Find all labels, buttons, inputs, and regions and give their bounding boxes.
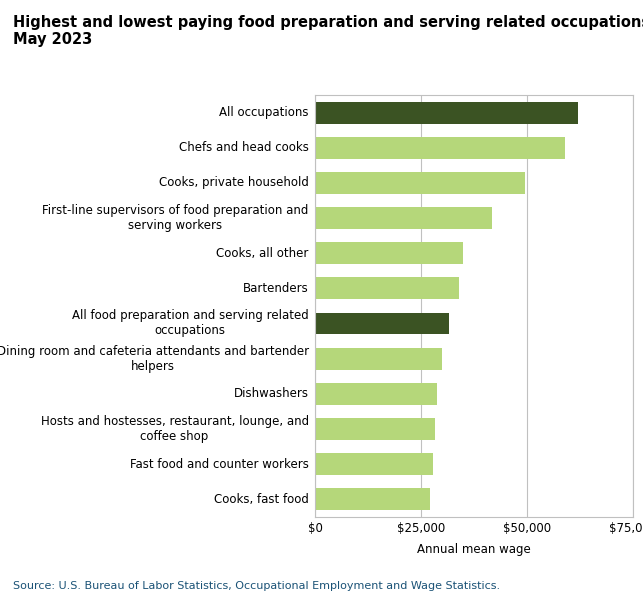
X-axis label: Annual mean wage: Annual mean wage xyxy=(417,543,531,556)
Bar xyxy=(315,347,442,369)
Bar xyxy=(315,172,525,194)
Bar xyxy=(315,312,449,334)
Bar xyxy=(315,418,435,440)
Text: Cooks, private household: Cooks, private household xyxy=(159,176,309,189)
Bar xyxy=(315,137,565,159)
Bar xyxy=(315,383,437,405)
Text: All food preparation and serving related
occupations: All food preparation and serving related… xyxy=(72,309,309,337)
Text: Bartenders: Bartenders xyxy=(243,282,309,295)
Bar xyxy=(315,242,463,264)
Bar xyxy=(315,207,493,229)
Text: All occupations: All occupations xyxy=(219,106,309,119)
Text: Highest and lowest paying food preparation and serving related occupations,
May : Highest and lowest paying food preparati… xyxy=(13,15,643,48)
Text: First-line supervisors of food preparation and
serving workers: First-line supervisors of food preparati… xyxy=(42,204,309,232)
Text: Chefs and head cooks: Chefs and head cooks xyxy=(179,141,309,154)
Text: Cooks, fast food: Cooks, fast food xyxy=(213,492,309,505)
Text: Dining room and cafeteria attendants and bartender
helpers: Dining room and cafeteria attendants and… xyxy=(0,345,309,372)
Text: Source: U.S. Bureau of Labor Statistics, Occupational Employment and Wage Statis: Source: U.S. Bureau of Labor Statistics,… xyxy=(13,581,500,591)
Text: Fast food and counter workers: Fast food and counter workers xyxy=(130,457,309,470)
Bar xyxy=(315,102,578,124)
Text: Hosts and hostesses, restaurant, lounge, and
coffee shop: Hosts and hostesses, restaurant, lounge,… xyxy=(41,415,309,443)
Bar xyxy=(315,277,458,299)
Text: Dishwashers: Dishwashers xyxy=(233,387,309,400)
Text: Cooks, all other: Cooks, all other xyxy=(216,247,309,260)
Bar xyxy=(315,488,430,510)
Bar xyxy=(315,453,433,475)
